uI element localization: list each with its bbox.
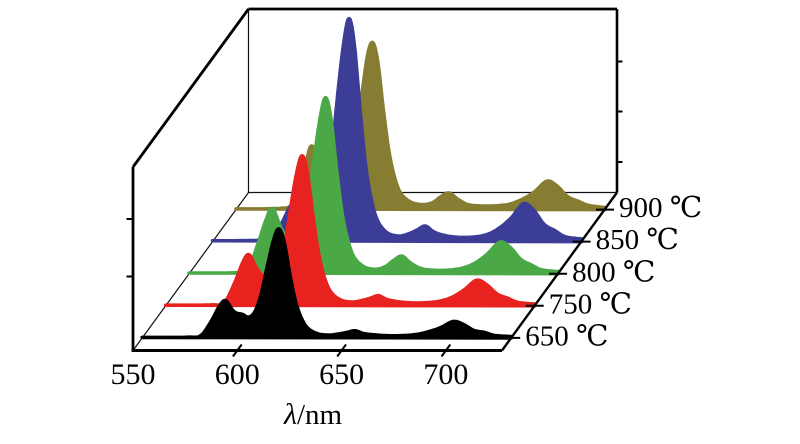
series-area-1 bbox=[163, 154, 537, 308]
x-axis-title-group: λ/nm bbox=[283, 398, 343, 431]
x-axis-labels: 550 600 650 700 bbox=[111, 358, 469, 391]
x-axis-title: λ/nm bbox=[283, 398, 343, 431]
x-tick-650 bbox=[336, 343, 347, 358]
x-tick-label-700: 700 bbox=[423, 358, 468, 391]
x-tick-600 bbox=[232, 343, 243, 358]
depth-axis-line bbox=[501, 191, 618, 352]
series-label-2: 800 ℃ bbox=[572, 256, 655, 288]
x-tick-label-650: 650 bbox=[319, 358, 364, 391]
series-axis-ticks bbox=[502, 208, 614, 339]
series-label-0: 650 ℃ bbox=[525, 320, 608, 352]
series-area-4 bbox=[234, 40, 607, 212]
series-area-0 bbox=[140, 227, 514, 340]
spectra-curves bbox=[140, 16, 607, 340]
top-left-depth-edge-line bbox=[131, 8, 250, 168]
series-label-1: 750 ℃ bbox=[549, 288, 632, 320]
x-tick-label-550: 550 bbox=[111, 358, 156, 391]
x-axis-ticks bbox=[232, 343, 452, 358]
axes-frame bbox=[126, 7, 623, 352]
series-label-3: 850 ℃ bbox=[596, 224, 679, 256]
series-label-4: 900 ℃ bbox=[619, 192, 702, 224]
x-tick-label-600: 600 bbox=[215, 358, 260, 391]
x-tick-700 bbox=[440, 343, 452, 358]
